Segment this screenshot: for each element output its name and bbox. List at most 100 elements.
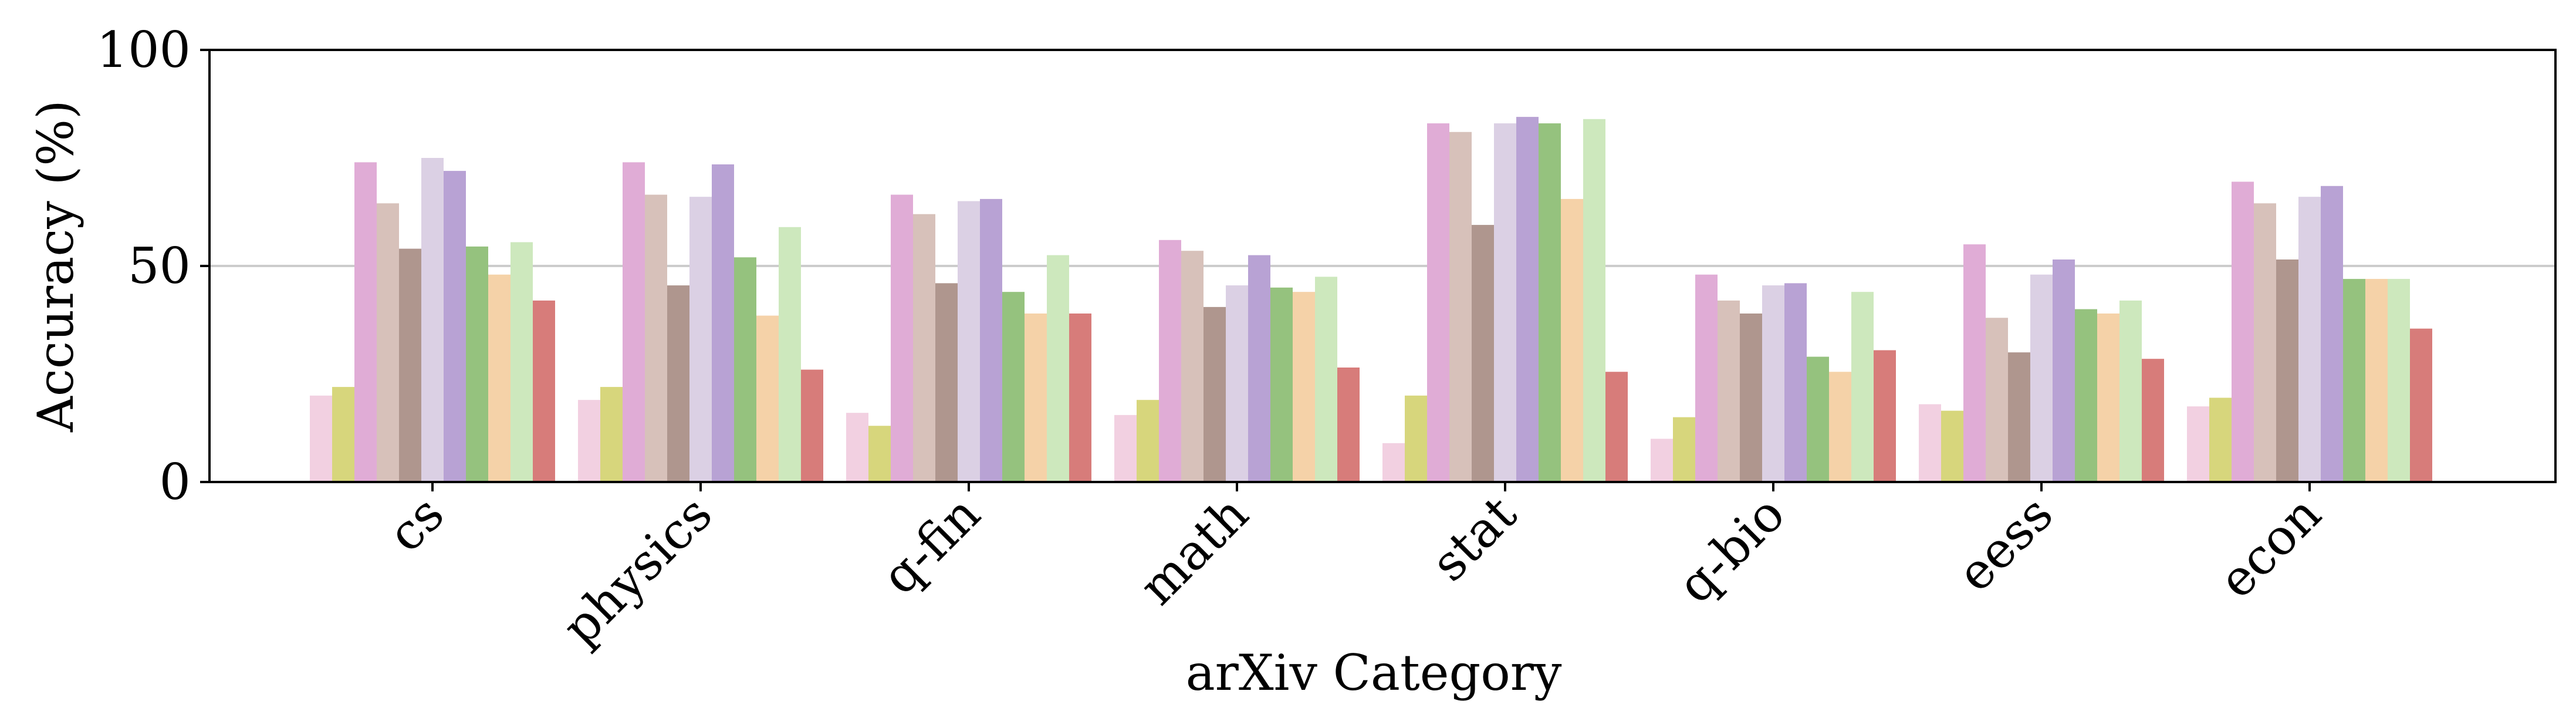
bar-eess-series-1 [1919, 404, 1941, 482]
bar-cs-series-5 [399, 248, 421, 482]
bar-q-fin-series-11 [1069, 314, 1091, 482]
bar-q-bio-series-2 [1673, 417, 1695, 482]
bar-physics-series-8 [734, 257, 756, 482]
bar-econ-series-9 [2365, 279, 2388, 482]
bar-stat-series-1 [1382, 443, 1405, 482]
bar-econ-series-5 [2276, 259, 2298, 482]
y-axis-title: Accuracy (%) [27, 100, 84, 433]
bar-math-series-8 [1270, 287, 1293, 482]
x-tick-label-math: math [1128, 485, 1259, 616]
bar-group-cs [310, 158, 555, 483]
bar-q-bio-series-5 [1740, 314, 1762, 482]
bar-q-fin-series-2 [868, 426, 891, 482]
bar-eess-series-9 [2097, 314, 2119, 482]
bar-group-physics [578, 162, 823, 482]
bar-group-econ [2187, 181, 2432, 482]
bar-q-fin-series-9 [1025, 314, 1047, 482]
bar-physics-series-1 [578, 400, 600, 482]
bar-stat-series-9 [1561, 198, 1583, 482]
bar-stat-series-3 [1427, 123, 1449, 483]
bar-stat-series-8 [1539, 123, 1561, 483]
bar-eess-series-2 [1941, 410, 1963, 482]
bar-physics-series-11 [801, 369, 823, 482]
x-tick-label-cs: cs [377, 485, 455, 563]
bar-physics-series-9 [756, 315, 779, 482]
bar-math-series-2 [1137, 400, 1159, 482]
bar-eess-series-10 [2119, 300, 2142, 482]
bar-math-series-10 [1315, 277, 1337, 482]
bar-math-series-9 [1293, 292, 1315, 482]
x-tick-label-eess: eess [1946, 485, 2064, 603]
x-tick-label-stat: stat [1420, 485, 1527, 592]
bar-physics-series-6 [689, 197, 712, 482]
bar-math-series-1 [1114, 414, 1137, 482]
y-ticks: 0 50 100 [97, 21, 209, 511]
bar-q-fin-series-3 [891, 194, 913, 482]
bar-physics-series-2 [600, 387, 623, 482]
bar-econ-series-7 [2321, 186, 2343, 482]
bar-econ-series-2 [2209, 397, 2232, 482]
x-tick-label-physics: physics [552, 485, 723, 656]
bar-cs-series-11 [533, 300, 555, 482]
bar-physics-series-3 [623, 162, 645, 482]
bar-q-bio-series-10 [1851, 292, 1874, 482]
y-tick-label: 100 [97, 21, 191, 79]
bar-econ-series-3 [2232, 181, 2254, 482]
bar-econ-series-4 [2254, 203, 2276, 482]
x-tick-label-q-bio: q-bio [1666, 485, 1796, 614]
bar-q-fin-series-10 [1047, 255, 1069, 482]
bar-math-series-11 [1337, 368, 1360, 482]
bar-cs-series-1 [310, 395, 332, 482]
bar-eess-series-11 [2142, 359, 2164, 482]
bar-q-fin-series-6 [958, 201, 980, 482]
bar-econ-series-6 [2298, 197, 2321, 482]
bar-stat-series-2 [1405, 395, 1427, 482]
bar-physics-series-4 [645, 194, 667, 482]
bar-eess-series-4 [1986, 318, 2008, 482]
bar-q-bio-series-11 [1874, 350, 1896, 482]
bar-q-bio-series-7 [1784, 283, 1807, 482]
bar-cs-series-4 [377, 203, 399, 482]
bar-stat-series-11 [1605, 372, 1628, 482]
bar-math-series-4 [1181, 251, 1204, 482]
bar-cs-series-6 [421, 158, 444, 482]
bar-q-fin-series-8 [1002, 292, 1025, 482]
bar-q-bio-series-4 [1718, 300, 1740, 482]
bar-stat-series-5 [1472, 225, 1494, 482]
x-tick-label-econ: econ [2207, 485, 2332, 609]
bar-eess-series-6 [2030, 274, 2053, 482]
bar-math-series-5 [1204, 306, 1226, 482]
x-axis-title: arXiv Category [1186, 644, 1562, 702]
bar-q-fin-series-7 [980, 198, 1002, 482]
bar-q-fin-series-5 [935, 283, 958, 482]
bar-eess-series-3 [1963, 244, 1986, 482]
bar-group-math [1114, 240, 1360, 482]
bars-layer [310, 117, 2432, 483]
x-ticks: cs physics q-fin math stat q-bio eess econ [377, 482, 2332, 656]
bar-stat-series-10 [1583, 119, 1605, 483]
bar-cs-series-7 [444, 171, 466, 483]
bar-cs-series-9 [488, 274, 511, 482]
bar-econ-series-10 [2388, 279, 2410, 482]
bar-cs-series-2 [332, 387, 354, 482]
bar-math-series-6 [1226, 285, 1248, 482]
bar-q-bio-series-3 [1695, 274, 1718, 482]
bar-q-bio-series-8 [1807, 356, 1829, 482]
bar-cs-series-8 [466, 246, 488, 482]
bar-group-eess [1919, 244, 2164, 482]
bar-cs-series-3 [354, 162, 377, 482]
bar-q-bio-series-6 [1762, 285, 1784, 482]
x-tick-label-q-fin: q-fin [871, 485, 991, 605]
bar-physics-series-7 [712, 164, 734, 482]
bar-group-q-bio [1651, 274, 1896, 482]
bar-stat-series-4 [1449, 132, 1472, 483]
bar-physics-series-10 [779, 227, 801, 482]
bar-eess-series-7 [2053, 259, 2075, 482]
bar-stat-series-7 [1516, 117, 1539, 483]
bar-eess-series-5 [2008, 352, 2030, 482]
bar-econ-series-1 [2187, 406, 2209, 482]
bar-eess-series-8 [2075, 309, 2097, 482]
bar-q-bio-series-9 [1829, 372, 1851, 482]
bar-math-series-3 [1159, 240, 1181, 482]
